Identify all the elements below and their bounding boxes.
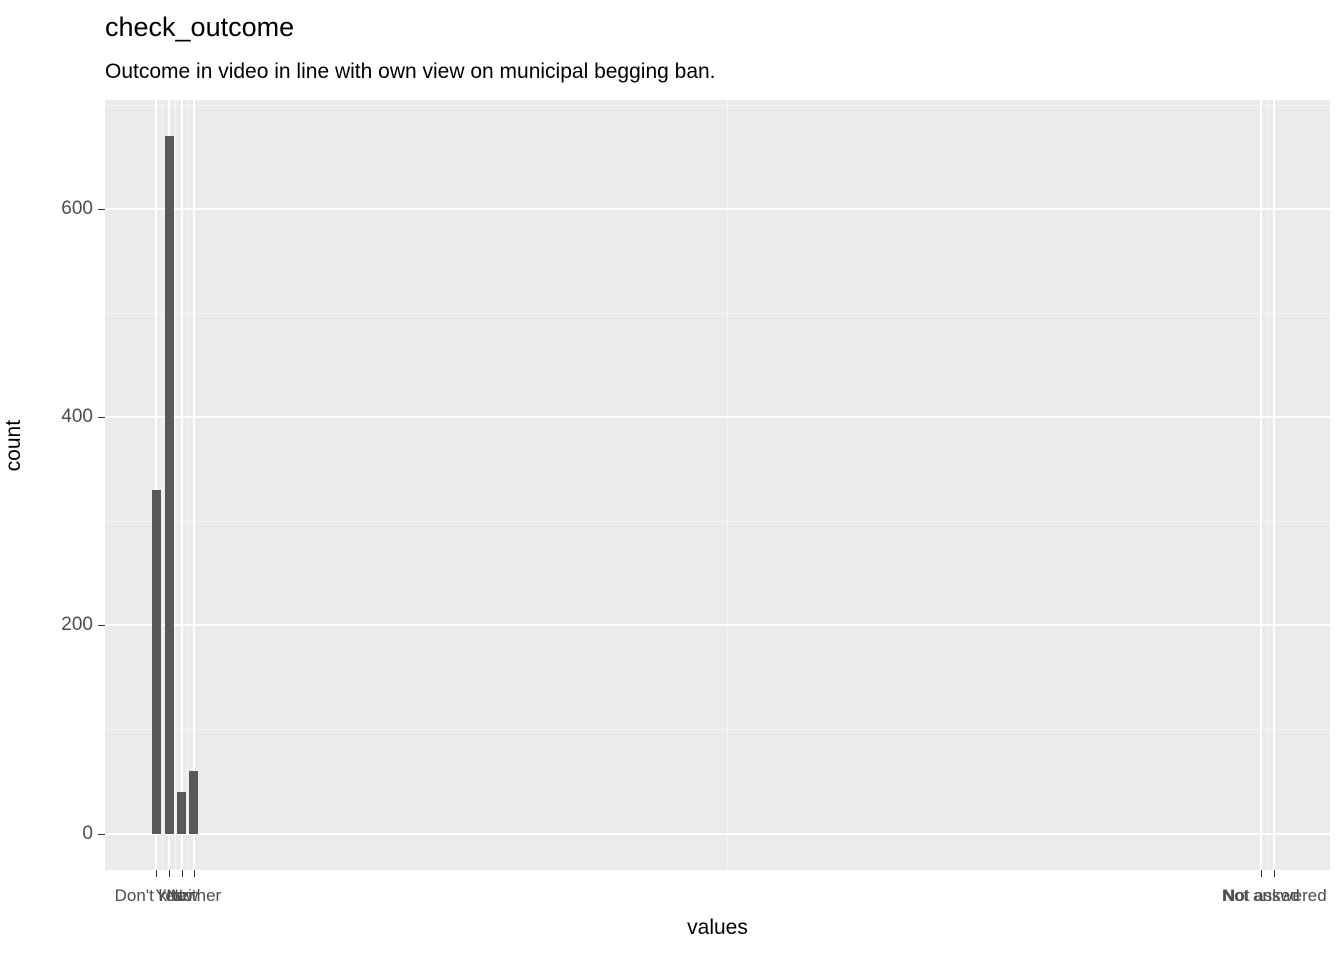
plot-panel — [105, 100, 1330, 870]
y-tick-label: 400 — [61, 406, 93, 428]
gridline-major-h — [105, 208, 1330, 211]
gridline-major-h — [105, 624, 1330, 627]
gridline-major-v — [1273, 100, 1276, 870]
x-axis-tick — [1261, 870, 1263, 877]
y-axis-tick — [98, 209, 105, 211]
gridline-major-h — [105, 416, 1330, 419]
chart-area: Don't know Yes No Neither Not asked Not answe… — [61, 100, 1330, 905]
y-axis-tick — [98, 833, 105, 835]
x-tick-label: Neither — [166, 886, 222, 905]
histogram-bar — [164, 136, 174, 834]
x-axis-tick — [156, 870, 158, 877]
y-axis-tick — [98, 625, 105, 627]
x-tick-label: No — [170, 886, 193, 905]
y-axis-title: count — [2, 419, 25, 472]
y-axis-tick — [98, 417, 105, 419]
x-tick-label: Don't know — [114, 886, 199, 905]
x-tick-label: Yes — [155, 886, 184, 905]
y-tick-label: 200 — [61, 614, 93, 636]
x-tick-label: Not answered — [1221, 886, 1327, 905]
x-tick-label: Not asked — [1223, 886, 1300, 905]
gridline-minor-v — [174, 100, 176, 870]
gridline-minor-h — [105, 729, 1330, 731]
gridline-major-h — [105, 832, 1330, 835]
gridline-minor-v — [1267, 100, 1269, 870]
gridline-minor-v — [727, 100, 729, 870]
gridline-minor-h — [105, 104, 1330, 106]
gridline-minor-h — [105, 520, 1330, 522]
gridline-major-v — [155, 100, 158, 870]
histogram-bar — [189, 771, 199, 834]
gridline-major-v — [192, 100, 195, 870]
gridline-minor-v — [162, 100, 164, 870]
x-axis-tick — [169, 870, 171, 877]
y-tick-label: 600 — [61, 198, 93, 220]
x-axis-tick — [181, 870, 183, 877]
x-axis-tick — [193, 870, 195, 877]
plot-title: check_outcome — [105, 12, 295, 42]
x-axis-tick — [1274, 870, 1276, 877]
gridline-minor-h — [105, 312, 1330, 314]
histogram-bar — [151, 490, 161, 834]
gridline-major-v — [1260, 100, 1263, 870]
histogram-bar — [177, 791, 187, 834]
gridline-major-v — [180, 100, 183, 870]
gridline-minor-v — [187, 100, 189, 870]
plot-subtitle: Outcome in video in line with own view o… — [105, 60, 716, 83]
x-axis-title: values — [687, 916, 748, 939]
y-tick-label: 0 — [82, 822, 93, 844]
